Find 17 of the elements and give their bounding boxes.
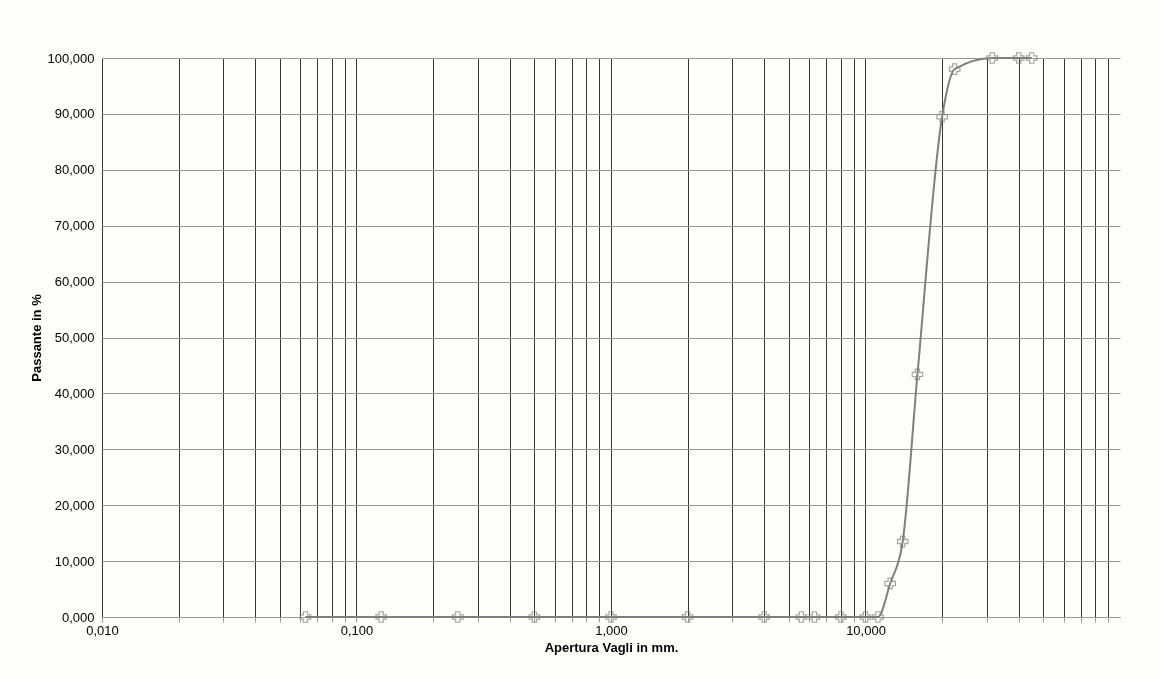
y-tick-label: 90,000	[54, 106, 95, 122]
y-tick-label: 30,000	[54, 441, 95, 457]
x-tick-label: 1,000	[595, 622, 628, 638]
y-tick-label: 60,000	[54, 274, 95, 290]
y-tick-label: 50,000	[54, 330, 95, 345]
y-tick-label: 10,000	[54, 553, 95, 569]
y-tick-label: 20,000	[54, 497, 95, 513]
x-tick-label: 0,010	[86, 622, 119, 638]
x-tick-label: 0,100	[340, 622, 374, 638]
y-tick-label: 80,000	[54, 162, 95, 178]
y-tick-label: 100,000	[47, 50, 95, 66]
y-axis-title: Passante in %	[28, 293, 44, 382]
y-tick-label: 0,000	[61, 609, 95, 625]
y-tick-label: 40,000	[54, 385, 95, 401]
y-tick-label: 70,000	[54, 218, 95, 234]
x-axis-title: Apertura Vagli in mm.	[544, 639, 679, 655]
x-tick-label: 10,000	[846, 622, 886, 638]
